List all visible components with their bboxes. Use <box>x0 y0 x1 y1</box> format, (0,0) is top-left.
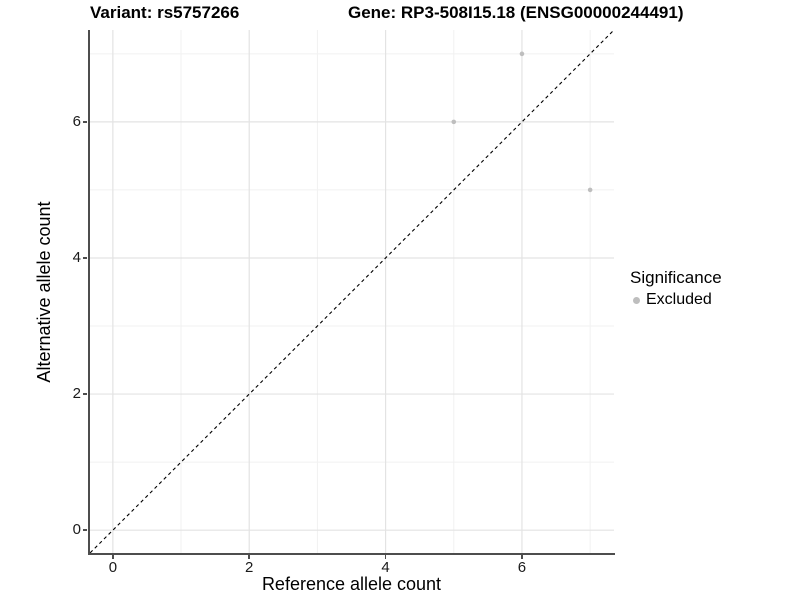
x-tick-label: 2 <box>245 559 254 576</box>
y-tick-mark <box>83 257 87 259</box>
legend-item-label: Excluded <box>646 291 712 308</box>
x-tick-mark <box>112 555 114 559</box>
y-tick-label: 0 <box>72 521 81 539</box>
y-axis-line <box>88 30 90 555</box>
legend-items: Excluded <box>630 291 722 309</box>
plot-title-gene: Gene: RP3-508I15.18 (ENSG00000244491) <box>348 3 684 22</box>
y-tick-label: 6 <box>72 112 81 130</box>
x-tick-label: 0 <box>108 559 118 576</box>
y-tick-label: 4 <box>72 248 81 266</box>
plot-panel <box>89 30 614 554</box>
x-axis-title: Reference allele count <box>261 574 442 594</box>
x-tick-label: 6 <box>517 559 527 576</box>
identity-line <box>89 30 614 554</box>
y-tick-mark <box>83 529 87 531</box>
y-tick-mark <box>83 121 87 123</box>
plot-title-variant: Variant: rs5757266 <box>90 3 240 22</box>
data-point <box>519 51 525 57</box>
legend-title: Significance <box>630 268 722 287</box>
legend-item: Excluded <box>633 291 722 309</box>
x-tick-label: 4 <box>381 559 390 576</box>
y-axis-title: Alternative allele count <box>34 201 54 383</box>
scatter-plot-canvas <box>89 30 614 554</box>
x-tick-mark <box>384 555 387 559</box>
y-tick-label: 2 <box>72 385 81 403</box>
x-tick-mark <box>521 555 523 559</box>
data-point <box>451 119 457 125</box>
x-tick-mark <box>248 555 250 559</box>
y-tick-mark <box>83 393 87 395</box>
data-point <box>587 187 593 193</box>
dot-icon <box>633 296 640 304</box>
legend: Significance Excluded <box>630 268 722 309</box>
x-axis-line <box>88 553 615 555</box>
